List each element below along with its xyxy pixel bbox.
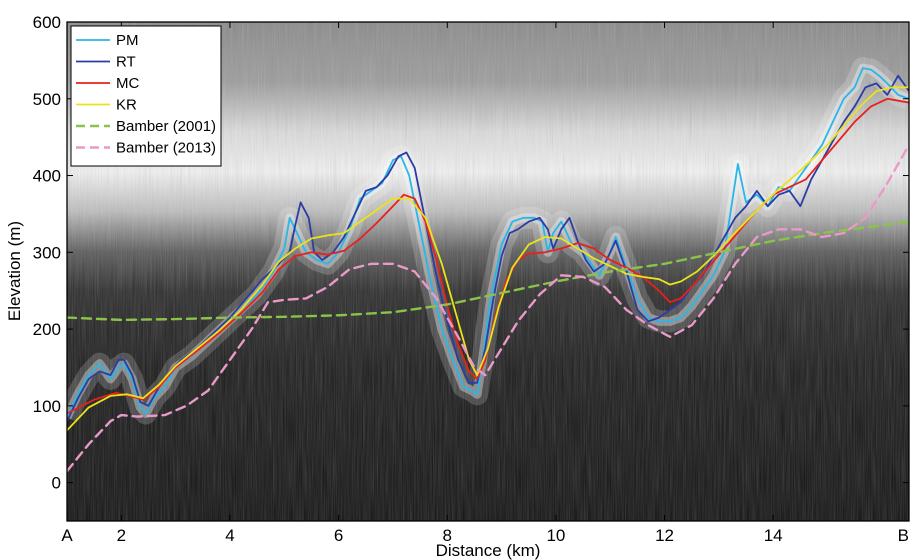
x-tick-label: 10 bbox=[546, 526, 565, 545]
y-tick-label: 600 bbox=[33, 13, 61, 32]
legend-label: MC bbox=[116, 75, 139, 92]
legend-item-bamber-2001: Bamber (2001) bbox=[76, 118, 216, 135]
y-tick-label: 200 bbox=[33, 320, 61, 339]
legend-label: PM bbox=[116, 32, 139, 49]
x-tick-label: 6 bbox=[334, 526, 343, 545]
x-tick-label: 2 bbox=[117, 526, 126, 545]
y-tick-label: 400 bbox=[33, 167, 61, 186]
x-tick-label: 8 bbox=[443, 526, 452, 545]
series-line-bamber-2001 bbox=[67, 220, 909, 322]
legend-box bbox=[70, 25, 222, 167]
legend-item-pm: PM bbox=[76, 32, 139, 49]
x-axis-label: Distance (km) bbox=[436, 541, 541, 560]
y-tick-label: 500 bbox=[33, 90, 61, 109]
x-tick-label: 12 bbox=[655, 526, 674, 545]
legend-item-kr: KR bbox=[76, 97, 137, 114]
series-layer bbox=[67, 67, 909, 473]
legend-item-rt: RT bbox=[76, 54, 136, 71]
legend-label: RT bbox=[116, 54, 136, 71]
plot-frame bbox=[66, 21, 910, 522]
legend: PM RT MC KR Bamber (2001) Bamber (2013) bbox=[70, 25, 222, 167]
y-tick-label: 0 bbox=[52, 474, 61, 493]
y-tick-label: 100 bbox=[33, 397, 61, 416]
legend-item-mc: MC bbox=[76, 75, 139, 92]
axis-ticks: A 2 4 6 8 10 12 14 B 0 100 200 300 400 500 600 bbox=[33, 13, 910, 545]
series-line-rt bbox=[67, 74, 909, 423]
legend-label: Bamber (2001) bbox=[116, 118, 216, 135]
legend-item-bamber-2013: Bamber (2013) bbox=[76, 140, 216, 157]
y-axis-label: Elevation (m) bbox=[5, 221, 24, 321]
legend-label: KR bbox=[116, 97, 137, 114]
y-tick-label: 300 bbox=[33, 243, 61, 262]
x-tick-label: A bbox=[61, 526, 73, 545]
legend-label: Bamber (2013) bbox=[116, 140, 216, 157]
x-tick-label: 14 bbox=[764, 526, 783, 545]
x-tick-label: 4 bbox=[225, 526, 234, 545]
x-tick-label: B bbox=[898, 526, 909, 545]
series-line-bamber-2013 bbox=[67, 143, 909, 473]
